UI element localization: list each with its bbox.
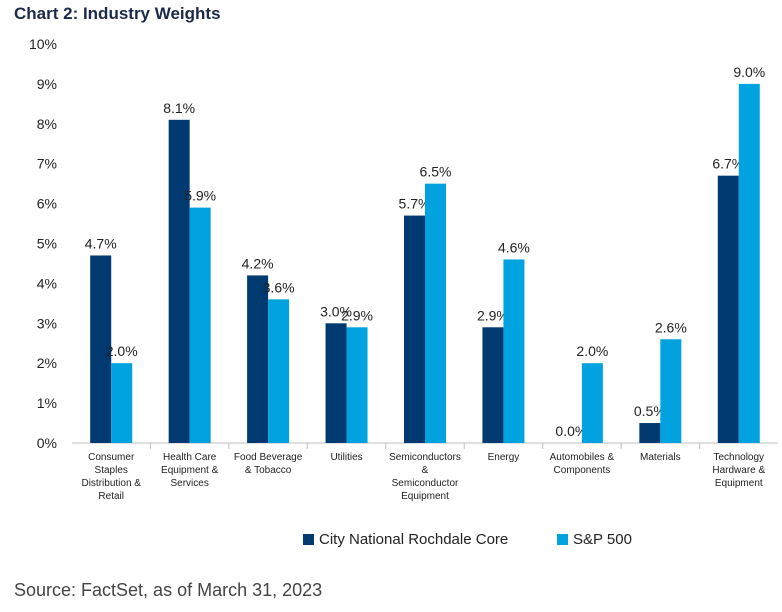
category-label: Consumer: [88, 452, 135, 463]
industry-weights-chart: 0% 1% 2% 3% 4% 5% 6% 7% 8% 9% 10% 4.7% 2.0% Consumer S…: [29, 36, 778, 548]
category-label: Equipment: [401, 491, 449, 502]
data-label: 2.6%: [655, 319, 687, 335]
data-label: 2.9%: [477, 307, 509, 323]
category-label: Retail: [98, 491, 124, 502]
legend-swatch: [557, 534, 568, 545]
data-label: 9.0%: [733, 64, 765, 80]
data-label: 0.0%: [555, 423, 587, 439]
y-tick-label: 2%: [37, 355, 57, 371]
data-label: 5.9%: [184, 188, 216, 204]
bar-sp500: [346, 327, 368, 443]
bar-city-national: [639, 423, 661, 443]
y-tick-label: 10%: [29, 36, 57, 52]
category-label: Materials: [640, 452, 681, 463]
data-label: 4.7%: [85, 235, 117, 251]
category-label: Hardware &: [712, 465, 765, 476]
bar-city-national: [168, 119, 190, 443]
bar-sp500: [660, 339, 682, 443]
source-note: Source: FactSet, as of March 31, 2023: [14, 580, 323, 600]
bar-sp500: [189, 207, 211, 443]
data-label: 4.2%: [242, 255, 274, 271]
bar-sp500: [738, 83, 760, 444]
bar-sp500: [425, 183, 446, 443]
category-label: Components: [554, 465, 611, 476]
category-label: Semiconductors: [389, 452, 461, 463]
bar-city-national: [325, 323, 347, 443]
category-label: Automobiles &: [550, 452, 615, 463]
bar-city-national: [482, 327, 504, 443]
category-label: Distribution &: [81, 478, 141, 489]
bar-city-national: [90, 255, 112, 443]
category-label: Energy: [488, 452, 520, 463]
data-label: 8.1%: [163, 100, 195, 116]
data-label: 6.5%: [420, 164, 452, 180]
category-label: Food Beverage: [234, 452, 303, 463]
category-label: Services: [170, 478, 208, 489]
y-tick-label: 1%: [37, 395, 57, 411]
data-label: 3.6%: [263, 279, 295, 295]
bar-city-national: [717, 175, 739, 444]
bar-sp500: [111, 363, 133, 443]
data-label: 5.7%: [399, 196, 431, 212]
data-label: 0.5%: [634, 403, 666, 419]
category-label: Equipment: [715, 478, 763, 489]
data-label: 2.9%: [341, 307, 373, 323]
bar-sp500: [581, 363, 603, 443]
data-label: 3.0%: [320, 303, 352, 319]
data-label: 6.7%: [712, 156, 744, 172]
bar-sp500: [268, 299, 290, 443]
category-label: Staples: [95, 465, 128, 476]
y-tick-label: 8%: [37, 116, 57, 132]
category-label: & Tobacco: [245, 465, 292, 476]
y-tick-label: 6%: [37, 196, 57, 212]
data-label: 4.6%: [498, 239, 530, 255]
data-label: 2.0%: [576, 343, 608, 359]
bar-city-national: [247, 275, 269, 443]
category-label: Technology: [713, 452, 764, 463]
chart-title: Chart 2: Industry Weights: [14, 4, 221, 23]
category-label: Semiconductor: [392, 478, 459, 489]
bar-city-national: [404, 215, 425, 443]
y-tick-label: 0%: [37, 435, 57, 451]
data-label: 2.0%: [106, 343, 138, 359]
y-tick-label: 9%: [37, 76, 57, 92]
y-tick-label: 7%: [37, 156, 57, 172]
legend-label: City National Rochdale Core: [319, 531, 508, 548]
y-tick-label: 5%: [37, 236, 57, 252]
legend-label: S&P 500: [573, 531, 632, 548]
category-label: Utilities: [330, 452, 362, 463]
y-tick-label: 4%: [37, 275, 57, 291]
category-label: &: [422, 465, 429, 476]
y-tick-label: 3%: [37, 315, 57, 331]
bar-sp500: [503, 259, 525, 443]
category-label: Equipment &: [161, 465, 219, 476]
legend-swatch: [303, 534, 314, 545]
category-label: Health Care: [163, 452, 217, 463]
